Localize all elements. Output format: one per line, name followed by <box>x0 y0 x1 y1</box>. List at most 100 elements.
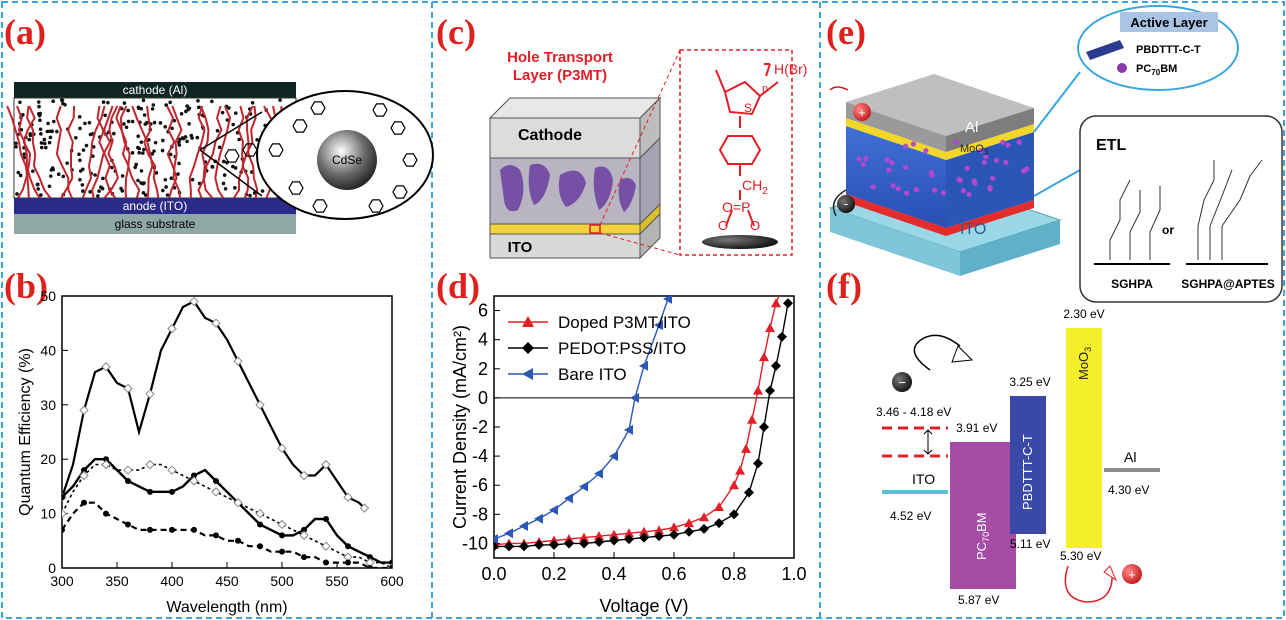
y-tick-label: 10 <box>40 506 56 522</box>
nanocrystal-dot <box>74 135 78 140</box>
acceptor-particle <box>856 156 862 162</box>
jv-point <box>549 539 559 550</box>
nanocrystal-dot <box>141 98 146 103</box>
qe-point <box>345 559 351 566</box>
nanocrystal-dot <box>190 136 194 140</box>
callout-line-1 <box>1033 71 1081 133</box>
jv-point <box>753 458 763 469</box>
o-left: O <box>718 218 728 233</box>
qe-point <box>367 554 373 561</box>
sghpa-label: SGHPA <box>1111 277 1153 291</box>
acceptor-particle <box>904 190 910 196</box>
jv-point <box>519 541 529 552</box>
qe-point <box>147 526 153 533</box>
pcbm-label: PC70BM <box>974 512 991 560</box>
nanocrystal-dot <box>233 111 238 115</box>
end-group: H(Br) <box>774 61 807 77</box>
sghpa-aptes-label: SGHPA@APTES <box>1181 277 1275 291</box>
nanocrystal-dot <box>151 103 156 107</box>
nanocrystal-dot <box>42 141 47 146</box>
polymer-chain <box>199 105 214 199</box>
device-top <box>488 97 662 119</box>
nanocrystal-dot <box>233 186 237 190</box>
qe-point <box>213 477 219 484</box>
nanocrystal-dot <box>170 126 174 131</box>
jv-point <box>639 532 649 543</box>
nanocrystal-dot <box>61 174 66 179</box>
ito-substrate-side <box>960 220 1060 276</box>
nanocrystal-dot <box>147 138 151 142</box>
acceptor-particle <box>958 177 964 183</box>
plot-d-legend: Doped P3MT/ITO PEDOT:PSS/ITO Bare ITO <box>508 313 691 384</box>
qe-point <box>299 530 309 541</box>
nanocrystal-dot <box>139 169 144 173</box>
y-tick-label: 30 <box>40 397 56 413</box>
anode-layer <box>14 198 296 214</box>
donor-rod <box>1086 40 1124 60</box>
hole-arrow <box>1064 565 1113 603</box>
nanocrystal-dot <box>190 177 195 182</box>
jv-point <box>729 509 739 520</box>
x-tick-label: 0.8 <box>721 564 746 584</box>
acceptor-particle <box>940 190 947 196</box>
jv-point <box>699 523 709 534</box>
qe-point <box>81 467 87 474</box>
acceptor-particle <box>971 178 977 184</box>
jv-point <box>579 481 588 492</box>
qe-point <box>301 526 307 533</box>
qe-point <box>167 465 177 475</box>
qe-point <box>323 559 329 566</box>
sulfur-label: S <box>744 101 752 115</box>
ito-substrate-front <box>830 208 960 276</box>
acceptor-particle <box>913 187 919 193</box>
nanocrystal-dot <box>97 189 101 193</box>
x-tick-label: 550 <box>325 573 349 589</box>
polymer-chain <box>103 105 119 199</box>
acceptor-particle <box>964 165 970 171</box>
e-511: 5.11 eV <box>1010 537 1050 551</box>
legend-marker <box>522 342 534 354</box>
jv-point <box>741 443 751 453</box>
nanocrystal-dot <box>178 137 182 142</box>
polymer-chain <box>233 105 245 199</box>
acceptor-particle <box>860 161 866 167</box>
x-tick-label: 400 <box>160 573 184 589</box>
jv-point <box>654 525 664 535</box>
nanocrystal-dot <box>126 119 131 124</box>
x-tick-label: 600 <box>380 573 404 589</box>
polymer-chain <box>119 105 141 199</box>
acceptor-particle <box>978 148 984 154</box>
nanocrystal-dot <box>14 144 18 149</box>
hole-sign-f: + <box>1128 567 1136 582</box>
x-tick-label: 0.0 <box>481 564 506 584</box>
jv-point <box>777 284 787 293</box>
nanocrystal-dot <box>39 145 44 150</box>
qe-series-line <box>62 501 392 568</box>
qe-point <box>235 537 241 544</box>
nanocrystal-dot <box>163 124 168 129</box>
nanocrystal-dot <box>15 192 19 196</box>
nanocrystal-dot <box>77 152 81 157</box>
qe-point <box>62 526 65 533</box>
nanocrystal-dot <box>130 119 135 124</box>
e-430: 4.30 eV <box>1108 483 1149 497</box>
substrate-label: glass substrate <box>115 217 196 231</box>
qe-point <box>279 548 285 555</box>
al-front <box>846 102 946 152</box>
nanocrystal-dot <box>210 164 215 169</box>
nanocrystal-dot <box>18 100 22 105</box>
qe-point <box>255 400 265 410</box>
anode-label: anode (ITO) <box>123 199 187 213</box>
qe-point <box>321 459 331 470</box>
nanocrystal-dot <box>222 173 227 177</box>
nanocrystal-dot <box>210 99 214 104</box>
nanocrystal-dot <box>260 189 265 193</box>
nanocrystal-dot <box>136 134 140 139</box>
panel-b: (b) 300 350 400 450 500 550 600 0 10 20 30 40 50 Wav… <box>4 266 404 616</box>
nanocrystal-dot <box>163 177 168 182</box>
qe-point <box>145 389 155 399</box>
nanocrystal-dot <box>134 162 139 167</box>
nanocrystal-dot <box>35 182 40 187</box>
jv-point <box>759 422 769 432</box>
